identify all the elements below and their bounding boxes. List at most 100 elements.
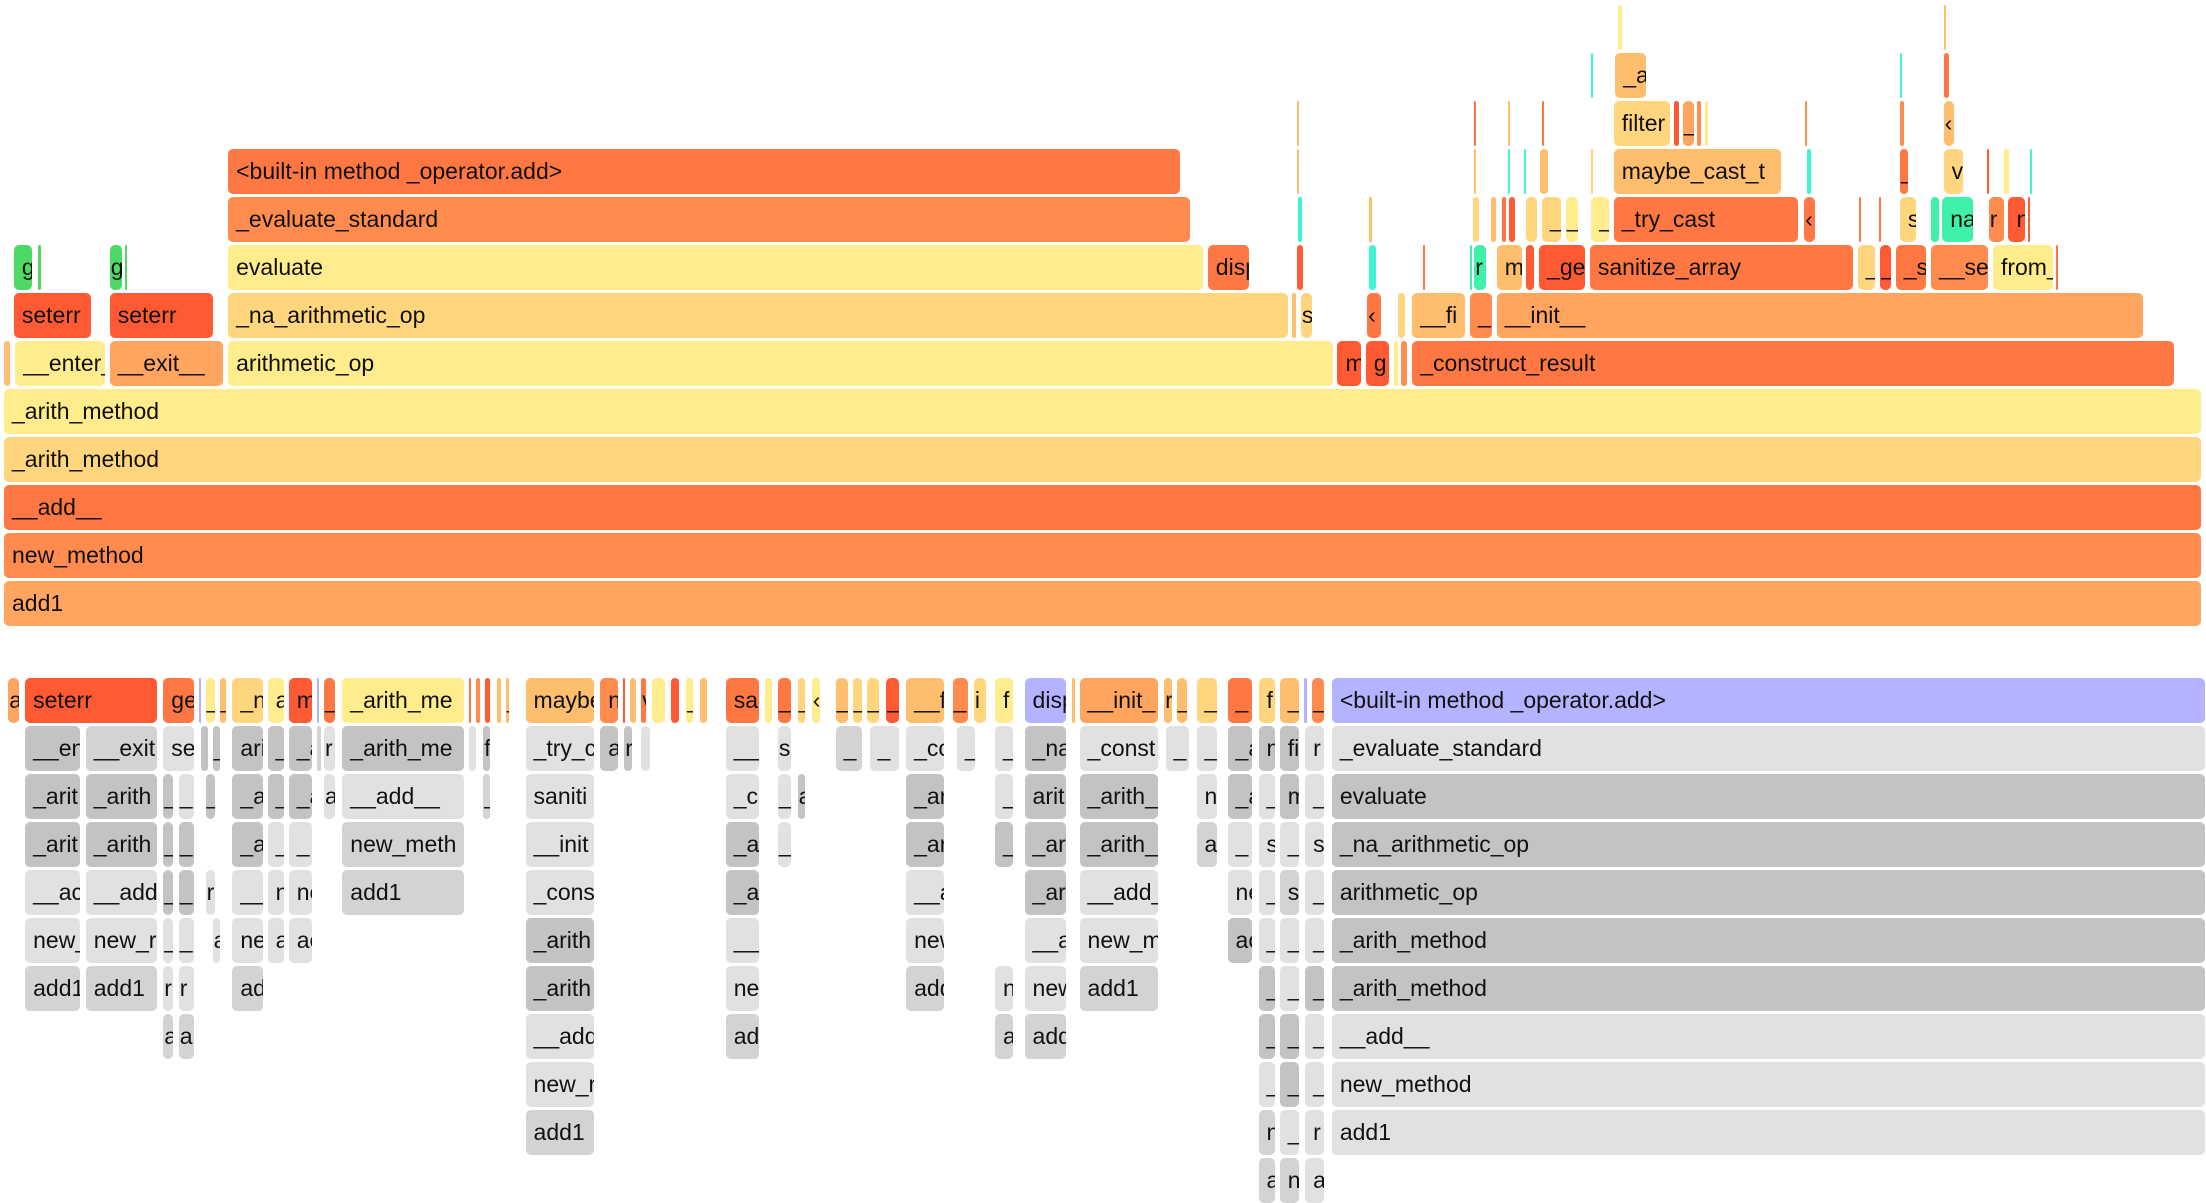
flame-frame[interactable]: _ bbox=[219, 678, 227, 723]
flame-frame[interactable]: _ar bbox=[1024, 822, 1067, 867]
flame-frame[interactable]: _ bbox=[1857, 245, 1876, 290]
flame-frame[interactable]: m bbox=[1279, 774, 1299, 819]
flame-frame[interactable] bbox=[1393, 341, 1398, 386]
flame-frame[interactable]: a bbox=[323, 774, 335, 819]
flame-frame[interactable]: __ bbox=[725, 918, 759, 963]
flame-frame[interactable] bbox=[316, 726, 321, 771]
flame-frame[interactable] bbox=[1526, 197, 1538, 242]
flame-frame[interactable]: _ bbox=[1305, 1014, 1325, 1059]
flame-frame[interactable]: a bbox=[163, 1014, 173, 1059]
flame-frame[interactable]: _ bbox=[1258, 774, 1275, 819]
flame-frame[interactable] bbox=[765, 678, 772, 723]
flame-frame[interactable]: _ bbox=[956, 726, 975, 771]
flame-frame[interactable]: _ bbox=[1312, 678, 1325, 723]
flame-frame[interactable]: a bbox=[1196, 822, 1218, 867]
flame-frame[interactable]: _a bbox=[232, 774, 263, 819]
flame-frame[interactable]: _ bbox=[1196, 726, 1218, 771]
flame-frame[interactable]: new_ bbox=[25, 918, 80, 963]
flame-frame[interactable]: _arith_ bbox=[1079, 822, 1158, 867]
flame-frame[interactable] bbox=[1618, 5, 1622, 50]
flame-frame[interactable]: __a bbox=[1024, 918, 1067, 963]
flame-frame[interactable]: ari bbox=[232, 726, 263, 771]
flame-frame[interactable] bbox=[316, 678, 320, 723]
flame-frame[interactable]: _ bbox=[1305, 774, 1325, 819]
flame-frame[interactable]: _ bbox=[994, 822, 1013, 867]
flame-frame[interactable]: r bbox=[1164, 678, 1172, 723]
flame-frame[interactable]: seterr bbox=[109, 293, 214, 338]
flame-frame[interactable]: na bbox=[1942, 197, 1973, 242]
flame-frame[interactable]: _ bbox=[777, 822, 792, 867]
flame-frame[interactable] bbox=[1296, 149, 1299, 194]
flame-frame[interactable] bbox=[1508, 101, 1511, 146]
flame-frame[interactable] bbox=[1591, 149, 1594, 194]
flame-frame[interactable]: __fi bbox=[1412, 293, 1466, 338]
flame-frame[interactable]: __exit bbox=[85, 726, 158, 771]
flame-frame[interactable]: _ bbox=[1305, 918, 1325, 963]
flame-frame[interactable] bbox=[1943, 5, 1946, 50]
flame-frame[interactable]: add1 bbox=[85, 966, 158, 1011]
flame-frame[interactable]: s bbox=[1305, 822, 1325, 867]
flame-frame[interactable]: _ bbox=[1176, 678, 1188, 723]
flame-frame[interactable] bbox=[652, 678, 665, 723]
flame-frame[interactable]: fi bbox=[1279, 726, 1299, 771]
flame-frame[interactable]: _ bbox=[163, 870, 173, 915]
flame-frame[interactable]: _ bbox=[1305, 966, 1325, 1011]
flame-frame[interactable]: _arith_me bbox=[342, 726, 465, 771]
flame-frame[interactable]: add bbox=[906, 966, 944, 1011]
flame-frame[interactable]: g bbox=[109, 245, 122, 290]
flame-frame[interactable] bbox=[1470, 245, 1472, 290]
flame-frame[interactable]: _ bbox=[1258, 870, 1275, 915]
flame-frame[interactable]: _ar bbox=[1024, 870, 1067, 915]
flame-frame[interactable]: a bbox=[267, 678, 284, 723]
flame-frame[interactable]: m bbox=[288, 678, 313, 723]
flame-frame[interactable]: ‹ bbox=[1804, 197, 1815, 242]
flame-frame[interactable]: evaluate bbox=[1331, 774, 2206, 819]
flame-frame[interactable]: __enter__ bbox=[15, 341, 105, 386]
flame-frame[interactable]: filter bbox=[1613, 101, 1670, 146]
flame-frame[interactable] bbox=[469, 678, 472, 723]
flame-frame[interactable] bbox=[1296, 101, 1299, 146]
flame-frame[interactable]: __f bbox=[906, 678, 944, 723]
flame-frame[interactable] bbox=[1472, 197, 1480, 242]
flame-frame[interactable]: _ bbox=[1305, 870, 1325, 915]
flame-frame[interactable]: _construct_result bbox=[1412, 341, 2175, 386]
flame-frame[interactable]: _c bbox=[725, 774, 759, 819]
flame-frame[interactable]: evaluate bbox=[228, 245, 1203, 290]
flame-frame[interactable]: ne bbox=[725, 966, 759, 1011]
flame-frame[interactable]: _cons bbox=[525, 870, 595, 915]
flame-frame[interactable] bbox=[1805, 101, 1808, 146]
flame-frame[interactable]: r bbox=[624, 726, 633, 771]
flame-frame[interactable] bbox=[198, 678, 201, 723]
flame-frame[interactable] bbox=[1859, 197, 1862, 242]
flame-frame[interactable] bbox=[1987, 149, 1990, 194]
flame-frame[interactable]: _arith bbox=[85, 822, 158, 867]
flame-frame[interactable]: _ bbox=[1279, 1014, 1299, 1059]
flame-frame[interactable]: _arith bbox=[525, 966, 595, 1011]
flame-frame[interactable]: arithmetic_op bbox=[1331, 870, 2206, 915]
flame-frame[interactable]: _ bbox=[1279, 918, 1299, 963]
flame-frame[interactable]: __ bbox=[725, 726, 759, 771]
flame-frame[interactable]: _ bbox=[1227, 678, 1253, 723]
flame-frame[interactable] bbox=[1878, 197, 1881, 242]
flame-frame[interactable]: n bbox=[1258, 1110, 1275, 1155]
flame-frame[interactable]: ad bbox=[232, 966, 263, 1011]
flame-frame[interactable] bbox=[201, 726, 208, 771]
flame-frame[interactable] bbox=[1400, 341, 1408, 386]
flame-frame[interactable]: __init bbox=[525, 822, 595, 867]
flame-frame[interactable]: add1 bbox=[342, 870, 465, 915]
flame-frame[interactable] bbox=[1540, 149, 1549, 194]
flame-frame[interactable]: _ bbox=[777, 678, 792, 723]
flame-frame[interactable] bbox=[1368, 245, 1377, 290]
flame-frame[interactable]: f bbox=[483, 726, 490, 771]
flame-frame[interactable]: _ bbox=[1541, 197, 1562, 242]
flame-frame[interactable]: add1 bbox=[525, 1110, 595, 1155]
flame-frame[interactable]: seterr bbox=[13, 293, 91, 338]
flame-frame[interactable]: _ bbox=[1880, 245, 1891, 290]
flame-frame[interactable]: ‹ bbox=[811, 678, 820, 723]
flame-frame[interactable]: m bbox=[1496, 245, 1522, 290]
flame-frame[interactable]: __exit__ bbox=[109, 341, 224, 386]
flame-frame[interactable]: _ bbox=[952, 678, 968, 723]
flame-frame[interactable]: _ bbox=[835, 726, 862, 771]
flame-frame[interactable]: _arith_method bbox=[4, 389, 2201, 434]
flame-frame[interactable]: _ bbox=[1279, 822, 1299, 867]
